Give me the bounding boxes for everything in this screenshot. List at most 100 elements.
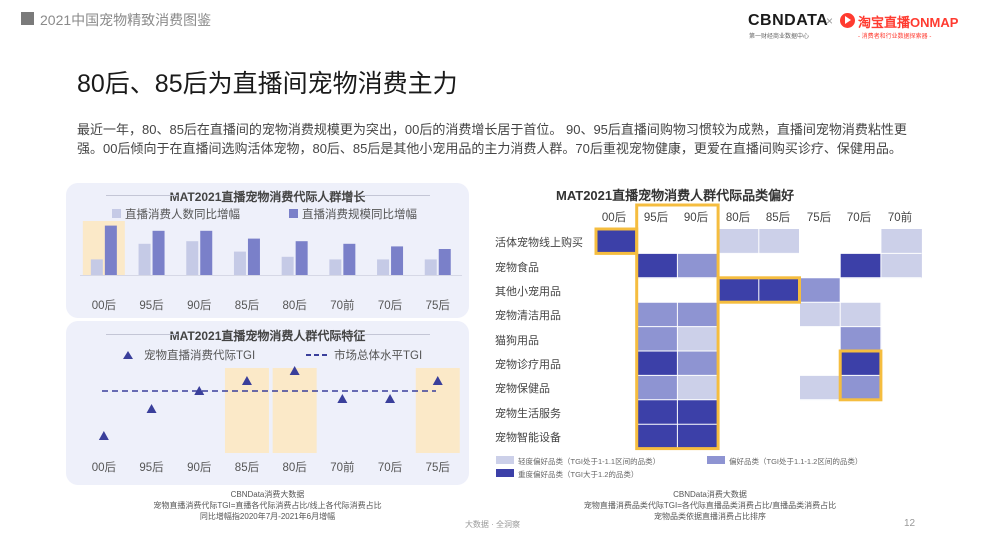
heat-cell bbox=[840, 302, 882, 327]
bar bbox=[152, 230, 165, 275]
taobao-live-play-icon bbox=[840, 13, 855, 28]
x-tick-label: 95后 bbox=[139, 461, 163, 474]
growth-bar-chart: 00后 95后 90后 85后 80后 70前 70后 75后 bbox=[80, 221, 462, 312]
bar bbox=[90, 259, 103, 275]
heat-cell bbox=[840, 351, 882, 376]
heat-cell bbox=[677, 399, 719, 425]
x-tick-label: 95后 bbox=[139, 299, 163, 312]
x-tick-label: 70前 bbox=[330, 460, 354, 474]
heat-col-label: 90后 bbox=[683, 212, 709, 224]
heat-cell bbox=[636, 326, 678, 352]
bar bbox=[329, 259, 342, 275]
bar bbox=[377, 259, 390, 275]
heat-cell bbox=[677, 424, 719, 449]
page-title: 80后、85后为直播间宠物消费主力 bbox=[77, 70, 458, 98]
heat-legend-dark: 重度偏好品类（TGI大于1.2的品类） bbox=[518, 470, 639, 479]
note-line: 同比增幅指2020年7月-2021年6月增幅 bbox=[199, 512, 336, 521]
taobao-live-logo: 淘宝直播ONMAP bbox=[858, 15, 959, 30]
heat-cell bbox=[677, 326, 719, 352]
footer-slogan: 大数据 · 全洞察 bbox=[464, 520, 521, 529]
cbndata-logo: CBNDATA bbox=[748, 12, 829, 29]
highlight-box bbox=[838, 349, 883, 402]
heat-cell bbox=[758, 229, 800, 254]
heat-cell bbox=[636, 399, 678, 425]
title-rule-right bbox=[358, 334, 430, 335]
x-tick-label: 80后 bbox=[283, 299, 307, 312]
legend-label-people: 直播消费人数同比增幅 bbox=[125, 209, 240, 221]
legend-label-tgi: 宠物直播消费代际TGI bbox=[144, 350, 256, 362]
note-line: CBNData消费大数据 bbox=[673, 490, 747, 499]
heat-cell bbox=[758, 277, 800, 303]
tgi-marker bbox=[241, 376, 252, 385]
tgi-chart-title: MAT2021直播宠物消费人群代际特征 bbox=[169, 329, 366, 343]
heat-cell bbox=[799, 277, 841, 303]
legend-label-market: 市场总体水平TGI bbox=[334, 350, 423, 362]
title-rule-right bbox=[358, 195, 430, 196]
tgi-marker bbox=[98, 431, 109, 440]
growth-chart-panel: MAT2021直播宠物消费代际人群增长 直播消费人数同比增幅 直播消费规模同比增… bbox=[66, 183, 469, 318]
x-tick-label: 00后 bbox=[92, 299, 116, 312]
legend-swatch-people bbox=[112, 209, 121, 218]
heat-col-label: 70前 bbox=[887, 212, 913, 224]
growth-chart-title: MAT2021直播宠物消费代际人群增长 bbox=[169, 190, 366, 204]
heat-cell bbox=[636, 302, 678, 327]
heat-legend-swatch-mid bbox=[707, 456, 725, 464]
source-note-left: CBNData消费大数据 宠物直播消费代际TGI=直播各代际消费占比/线上各代际… bbox=[60, 489, 475, 522]
x-tick-label: 90后 bbox=[187, 299, 211, 312]
bar bbox=[233, 251, 246, 275]
heat-cell bbox=[636, 375, 678, 401]
heat-legend-swatch-dark bbox=[496, 469, 514, 477]
highlight-box bbox=[635, 203, 720, 451]
x-tick-label: 70前 bbox=[330, 298, 354, 312]
heat-cell bbox=[677, 351, 719, 376]
heat-cell bbox=[677, 302, 719, 327]
heat-cell bbox=[636, 253, 678, 279]
x-tick-label: 85后 bbox=[235, 299, 259, 312]
heat-row-label: 活体宠物线上购买 bbox=[495, 237, 583, 249]
bar bbox=[104, 225, 117, 275]
heat-cell bbox=[596, 229, 637, 254]
heat-cell bbox=[840, 326, 882, 352]
taobao-live-logo-subtitle: - 消费者和行业数据探索器 - bbox=[858, 34, 932, 40]
heat-legend-light: 轻度偏好品类（TGI处于1-1.1区间的品类） bbox=[518, 457, 661, 466]
heatmap-title: MAT2021直播宠物消费人群代际品类偏好 bbox=[556, 188, 795, 203]
highlight-box bbox=[594, 227, 639, 255]
bar bbox=[247, 238, 260, 275]
cbndata-logo-subtitle: 第一财经商业数据中心 bbox=[749, 34, 810, 40]
heat-row-label: 宠物诊疗用品 bbox=[495, 359, 561, 371]
note-line: CBNData消费大数据 bbox=[230, 490, 305, 499]
tgi-chart-panel: MAT2021直播宠物消费人群代际特征 宠物直播消费代际TGI 市场总体水平TG… bbox=[66, 321, 469, 485]
title-rule-left bbox=[106, 334, 178, 335]
bar bbox=[391, 246, 404, 275]
heat-cell bbox=[840, 253, 882, 279]
heat-cell bbox=[677, 253, 719, 279]
bar bbox=[295, 241, 308, 275]
heat-cell bbox=[799, 375, 841, 401]
legend-triangle-icon bbox=[123, 351, 133, 359]
highlight-band bbox=[272, 368, 317, 453]
note-line: 宠物品类依据直播消费占比排序 bbox=[654, 512, 766, 521]
highlight-box bbox=[716, 276, 801, 304]
heat-legend-mid: 偏好品类（TGI处于1.1-1.2区间的品类） bbox=[729, 457, 863, 466]
heat-cell bbox=[799, 302, 841, 327]
heat-row-label: 宠物保健品 bbox=[495, 383, 550, 395]
heat-col-label: 75后 bbox=[806, 212, 832, 224]
x-tick-label: 80后 bbox=[283, 461, 307, 474]
heat-legend-swatch-light bbox=[496, 456, 514, 464]
tgi-marker bbox=[337, 394, 348, 403]
heat-col-label: 70后 bbox=[846, 212, 872, 224]
bar bbox=[438, 249, 451, 275]
heat-cell bbox=[880, 229, 922, 254]
tgi-marker bbox=[385, 394, 396, 403]
tgi-scatter-chart: 00后 95后 90后 85后 80后 70前 70后 75后 bbox=[92, 366, 460, 474]
tgi-marker bbox=[194, 386, 205, 395]
intro-paragraph: 最近一年，80、85后在直播间的宠物消费规模更为突出，00后的消费增长居于首位。… bbox=[77, 122, 907, 156]
heat-cell bbox=[636, 351, 678, 376]
note-line: 宠物直播消费品类代际TGI=各代际直播品类消费占比/直播品类消费占比 bbox=[583, 501, 837, 510]
bar bbox=[200, 230, 213, 275]
heat-row-label: 其他小宠用品 bbox=[495, 286, 561, 298]
title-rule-left bbox=[106, 195, 178, 196]
heat-row-label: 宠物生活服务 bbox=[495, 408, 561, 420]
bar bbox=[343, 243, 356, 275]
heat-row-label: 宠物食品 bbox=[495, 262, 539, 274]
